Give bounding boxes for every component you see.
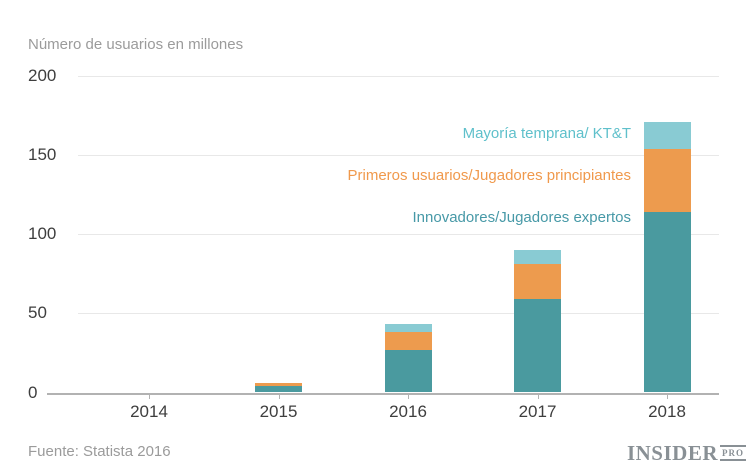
y-axis-tick-label: 0 xyxy=(28,382,38,402)
x-axis-label: 2016 xyxy=(389,401,427,421)
bar-segment xyxy=(255,386,302,393)
bar-segment xyxy=(514,264,561,300)
gridline-150 xyxy=(78,155,719,157)
x-axis-line xyxy=(47,392,719,395)
logo-insider-text: INSIDER xyxy=(626,441,718,465)
chart-title: Número de usuarios en millones xyxy=(28,36,244,53)
x-axis-label: 2015 xyxy=(259,401,298,421)
bar-segment xyxy=(643,121,691,149)
bar-segment xyxy=(643,148,691,213)
bar-segment xyxy=(514,249,561,265)
x-axis-tick xyxy=(278,395,280,399)
x-axis-label: 2018 xyxy=(648,401,686,421)
y-axis-tick-label: 150 xyxy=(28,145,57,165)
logo-pro-text: PRO xyxy=(720,445,746,461)
y-axis-tick-label: 100 xyxy=(28,224,57,244)
bar-segment xyxy=(643,212,691,393)
bar-segment xyxy=(384,324,432,332)
bar-segment xyxy=(255,383,302,387)
bar-segment xyxy=(384,331,432,350)
gridline-200 xyxy=(78,76,719,77)
x-axis-tick xyxy=(667,395,668,399)
gridline-100 xyxy=(78,234,719,236)
y-axis-tick-label: 50 xyxy=(28,303,47,323)
x-axis-label: 2014 xyxy=(130,401,168,421)
y-axis-tick-label: 200 xyxy=(28,66,57,85)
gridline-50 xyxy=(78,313,719,315)
bar-segment xyxy=(384,349,432,393)
x-axis-tick xyxy=(537,395,539,399)
x-axis-label: 2017 xyxy=(518,401,557,421)
bar-segment xyxy=(514,299,561,393)
x-axis-tick xyxy=(408,395,409,399)
x-axis-tick xyxy=(149,395,150,399)
source-note: Fuente: Statista 2016 xyxy=(28,443,171,460)
insider-pro-logo: INSIDER PRO xyxy=(627,441,746,466)
